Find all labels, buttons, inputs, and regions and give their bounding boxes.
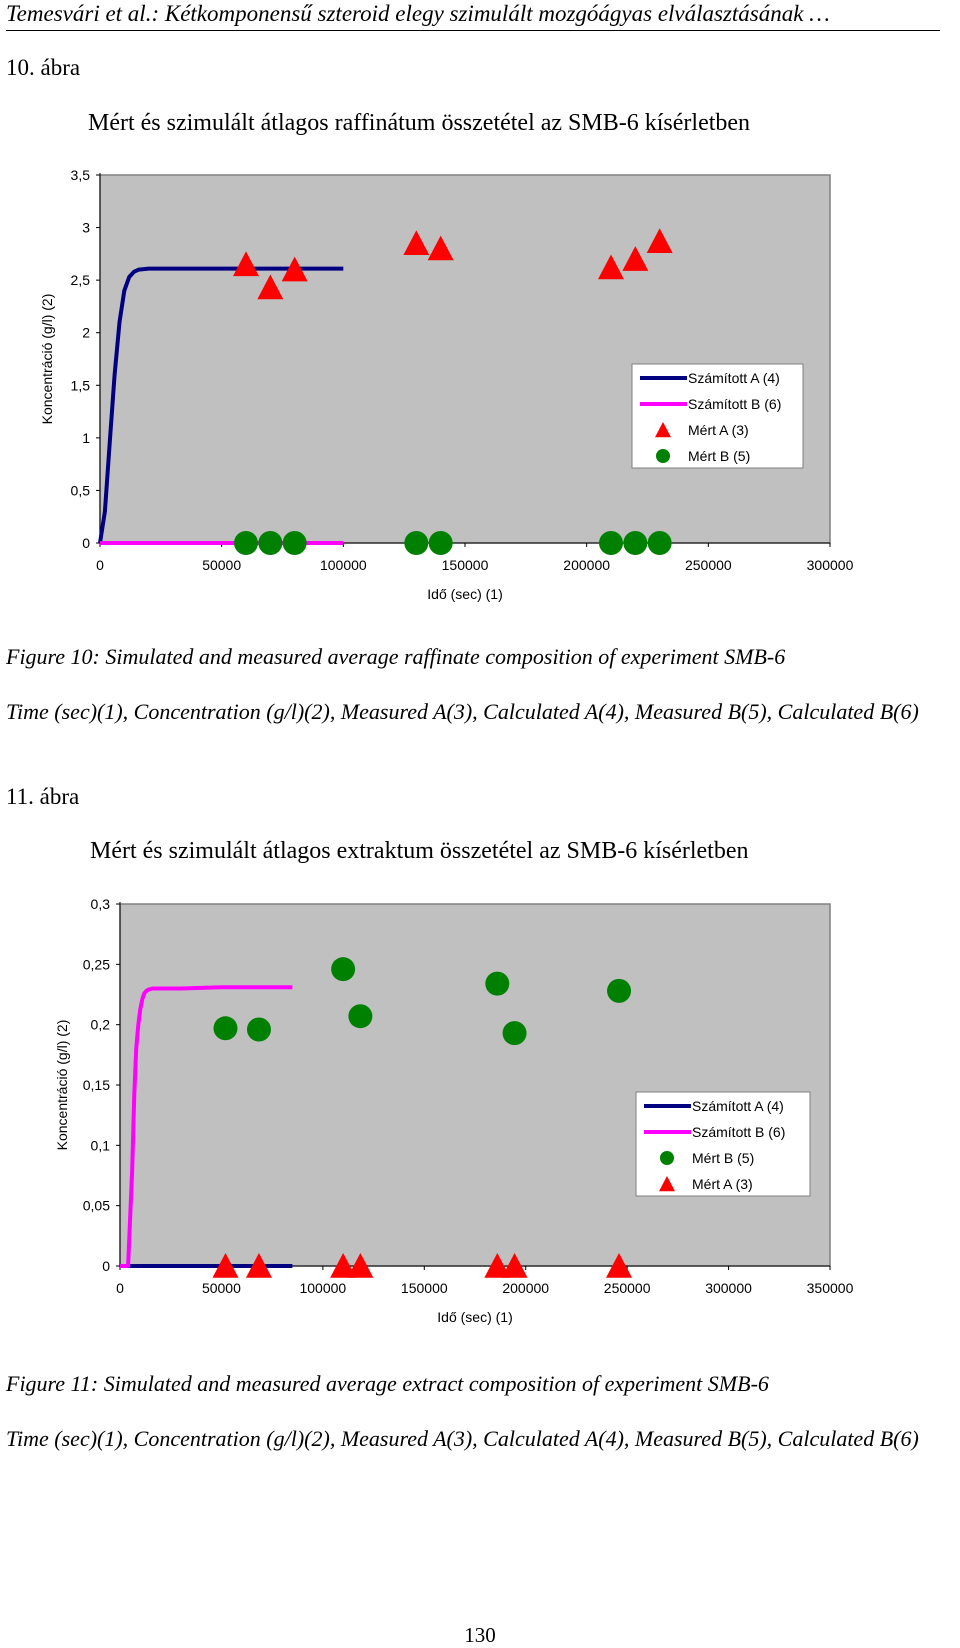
- y-tick-label: 3,5: [71, 167, 91, 183]
- data-point-circle: [428, 531, 453, 555]
- legend-label: Mért B (5): [688, 448, 750, 464]
- figure-11-caption: Figure 11: Simulated and measured averag…: [6, 1371, 769, 1396]
- y-tick-label: 1,5: [71, 377, 91, 393]
- chart-2-extract: 0 0,05 0,1 0,15 0,2 0,25 0,3 0 50000 100000 150000…: [54, 896, 854, 1325]
- data-point-circle: [647, 531, 672, 555]
- y-axis-label: Koncentráció (g/l) (2): [54, 1020, 70, 1151]
- legend-label: Számított B (6): [692, 1124, 785, 1140]
- chart-1-title: Mért és szimulált átlagos raffinátum öss…: [88, 110, 751, 136]
- plot-area: [99, 174, 831, 544]
- x-tick-label: 100000: [299, 1280, 346, 1296]
- data-point-triangle: [403, 230, 430, 256]
- figure-10-caption: Figure 10: Simulated and measured averag…: [6, 644, 786, 669]
- y-tick-label: 1: [82, 430, 90, 446]
- y-tick-label: 0,05: [83, 1198, 110, 1214]
- x-tick-label: 0: [116, 1280, 124, 1296]
- data-point-circle: [282, 531, 307, 555]
- legend-label: Számított A (4): [692, 1098, 784, 1114]
- y-tick-label: 0: [82, 535, 90, 551]
- data-point-circle: [502, 1021, 527, 1046]
- x-axis-label: Idő (sec) (1): [437, 1309, 512, 1325]
- y-tick-label: 0,25: [83, 956, 110, 972]
- figure-10-legend-caption: Time (sec)(1), Concentration (g/l)(2), M…: [6, 699, 919, 724]
- running-header: Temesvári et al.: Kétkomponensű szteroid…: [6, 0, 940, 31]
- data-point-triangle: [330, 1253, 357, 1278]
- data-point-circle: [404, 531, 429, 555]
- x-tick-label: 200000: [502, 1280, 549, 1296]
- legend-label: Számított B (6): [688, 396, 781, 412]
- data-point-triangle: [257, 274, 284, 300]
- y-tick-label: 0,15: [83, 1077, 110, 1093]
- data-point-circle: [213, 1016, 238, 1041]
- x-tick-label: 100000: [320, 557, 367, 573]
- y-tick-label: 0,1: [91, 1137, 111, 1153]
- series-line: [98, 266, 344, 544]
- figure-11-legend-caption: Time (sec)(1), Concentration (g/l)(2), M…: [6, 1426, 919, 1451]
- legend-label: Mért A (3): [692, 1176, 753, 1192]
- legend-box: [631, 363, 804, 469]
- x-tick-label: 300000: [705, 1280, 752, 1296]
- y-tick-label: 0,2: [91, 1017, 111, 1033]
- x-tick-label: 150000: [401, 1280, 448, 1296]
- y-tick-label: 0: [102, 1258, 110, 1274]
- legend-box: [635, 1091, 811, 1197]
- data-point-triangle: [281, 256, 308, 282]
- x-tick-label: 150000: [442, 557, 489, 573]
- x-tick-label: 250000: [604, 1280, 651, 1296]
- legend-swatch-circle: [660, 1151, 674, 1165]
- y-tick-label: 2,5: [71, 272, 91, 288]
- data-point-triangle: [212, 1253, 239, 1278]
- data-point-triangle: [427, 235, 454, 261]
- page-number: 130: [464, 1623, 496, 1647]
- data-point-circle: [607, 978, 632, 1003]
- legend-swatch-triangle: [659, 1176, 675, 1192]
- legend-label: Számított A (4): [688, 370, 780, 386]
- y-tick-label: 2: [82, 325, 90, 341]
- data-point-circle: [348, 1004, 373, 1029]
- data-point-circle: [246, 1017, 271, 1042]
- y-axis-label: Koncentráció (g/l) (2): [39, 294, 55, 425]
- figure-10-label: 10. ábra: [6, 55, 81, 80]
- data-point-circle: [258, 531, 283, 555]
- x-tick-label: 50000: [202, 557, 241, 573]
- legend-swatch-triangle: [655, 422, 671, 438]
- data-point-triangle: [347, 1253, 374, 1278]
- data-point-circle: [234, 531, 258, 555]
- y-tick-label: 0,3: [91, 896, 111, 912]
- x-tick-label: 250000: [685, 557, 732, 573]
- data-point-circle: [485, 971, 510, 996]
- x-tick-label: 350000: [807, 1280, 854, 1296]
- data-point-circle: [599, 531, 623, 555]
- data-point-circle: [623, 531, 648, 555]
- x-tick-label: 50000: [202, 1280, 241, 1296]
- x-tick-label: 200000: [563, 557, 610, 573]
- legend-label: Mért A (3): [688, 422, 749, 438]
- plot-area: [119, 903, 831, 1267]
- data-point-triangle: [233, 251, 259, 277]
- data-point-triangle: [598, 254, 624, 280]
- y-tick-label: 3: [82, 220, 90, 236]
- legend-swatch-circle: [656, 449, 670, 463]
- data-point-triangle: [622, 246, 649, 271]
- data-point-circle: [331, 957, 356, 982]
- data-point-triangle: [501, 1253, 528, 1278]
- data-point-triangle: [606, 1253, 633, 1278]
- chart-2-title: Mért és szimulált átlagos extraktum össz…: [90, 838, 749, 864]
- chart-1-raffinate: 0 0,5 1 1,5 2 2,5 3 3,5 0 50000 100000 150000 200000…: [39, 167, 854, 602]
- data-point-triangle: [245, 1253, 272, 1278]
- x-tick-label: 300000: [807, 557, 854, 573]
- data-point-triangle: [646, 228, 673, 253]
- x-axis-label: Idő (sec) (1): [427, 586, 502, 602]
- figure-11-label: 11. ábra: [6, 784, 80, 809]
- legend-label: Mért B (5): [692, 1150, 754, 1166]
- series-line: [120, 985, 293, 1268]
- x-tick-label: 0: [96, 557, 104, 573]
- y-tick-label: 0,5: [71, 482, 91, 498]
- data-point-triangle: [484, 1253, 511, 1278]
